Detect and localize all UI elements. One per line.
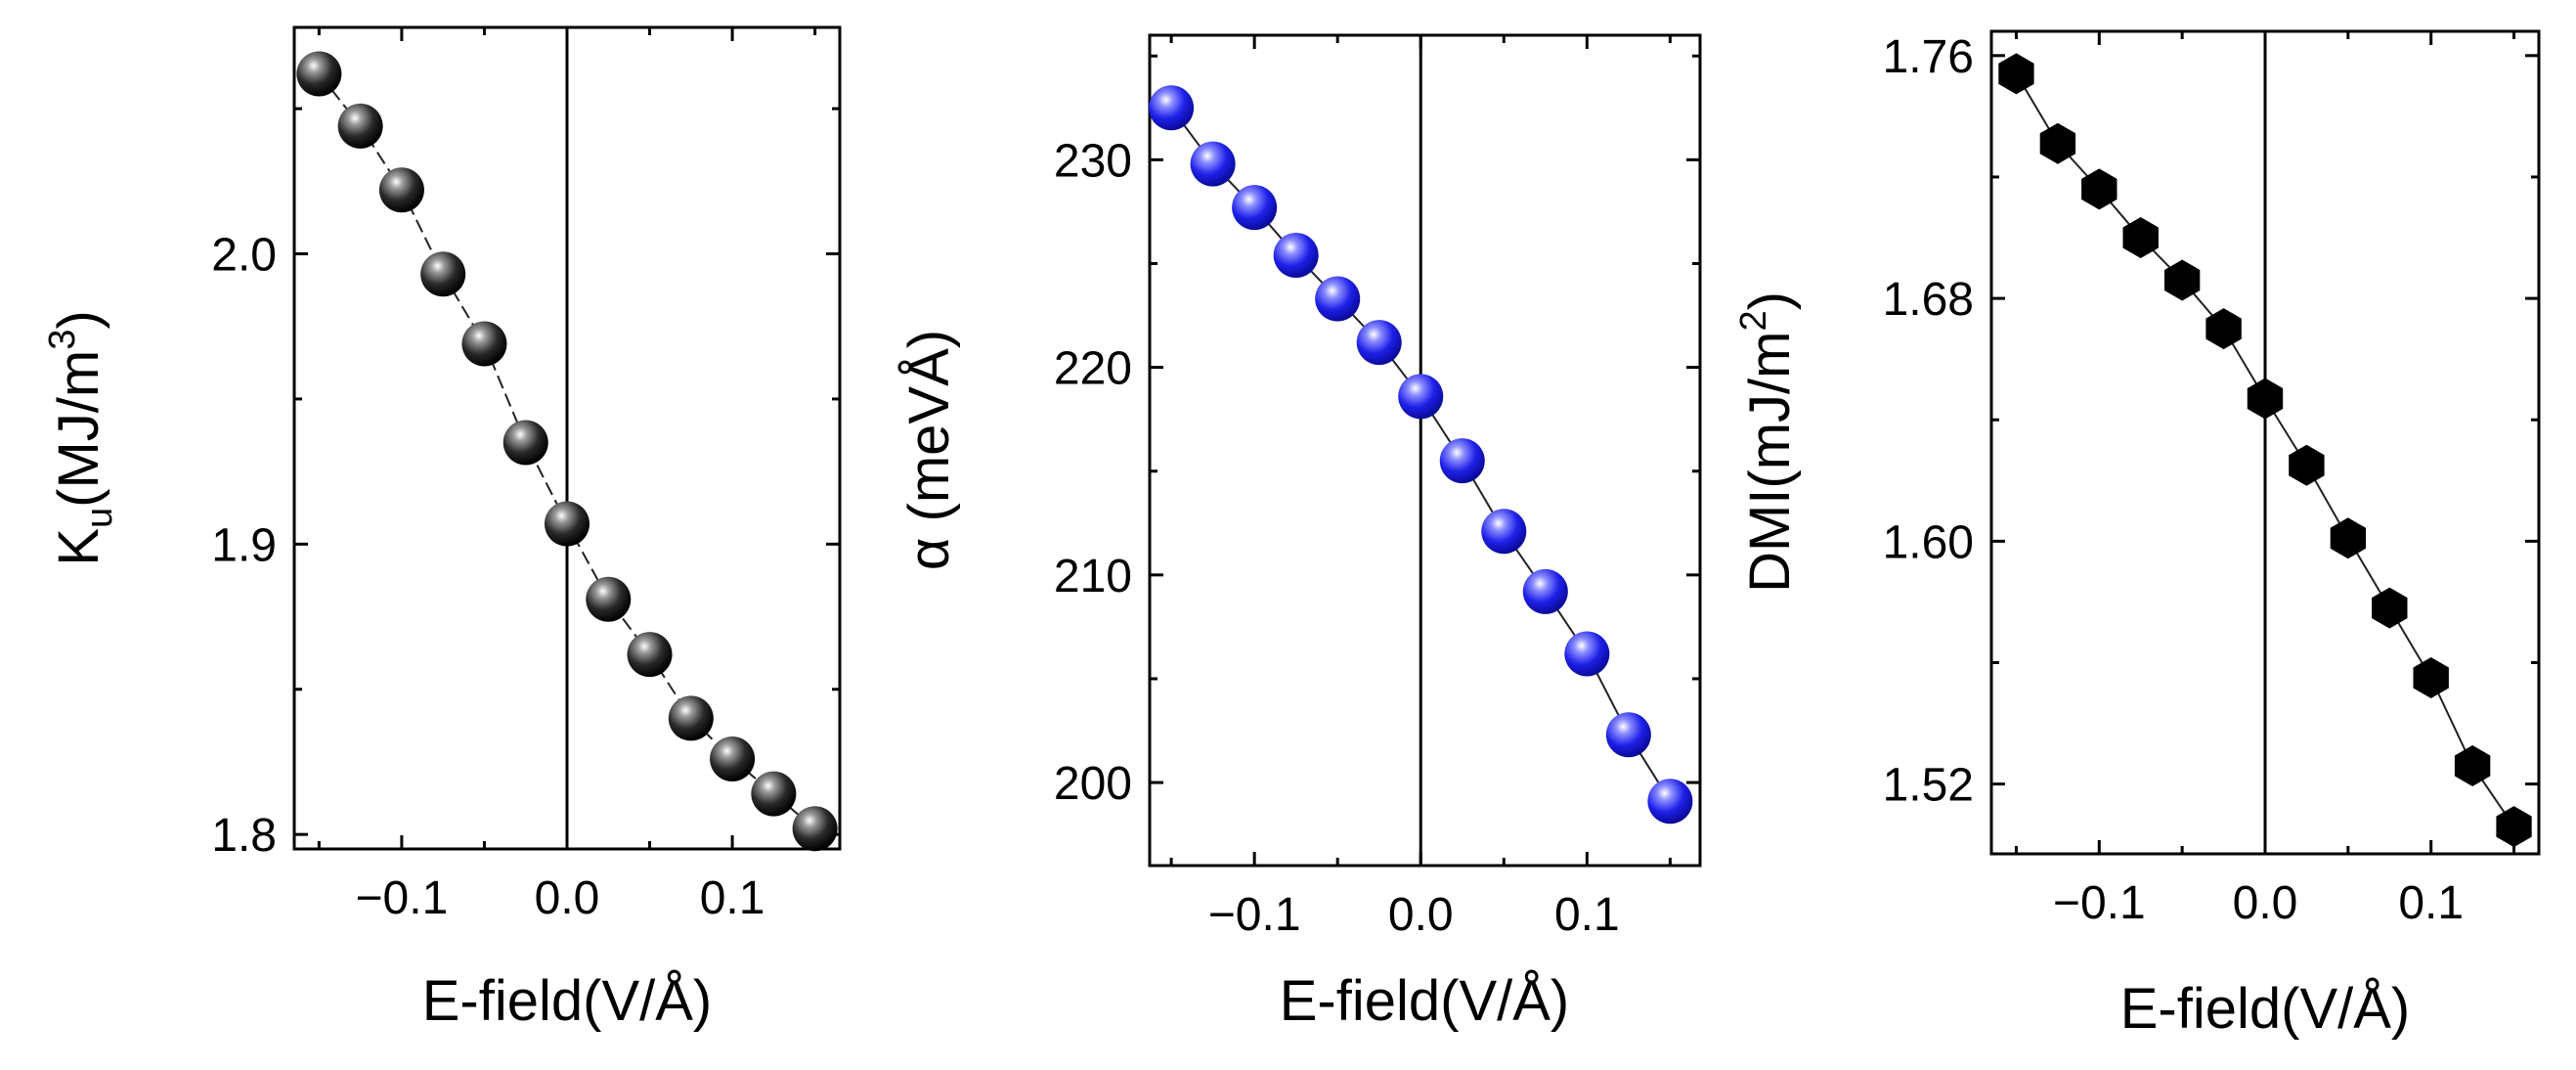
y-tick-label: 1.8 xyxy=(211,810,277,862)
y-tick-label: 1.76 xyxy=(1883,31,1974,83)
y-tick-label: 1.9 xyxy=(211,519,277,571)
y-tick-label: 210 xyxy=(1054,551,1132,602)
data-point xyxy=(1232,185,1278,231)
markers xyxy=(296,51,838,852)
x-tick-label: 0.0 xyxy=(535,872,600,924)
plot-frame xyxy=(1148,33,1702,868)
data-point xyxy=(1315,276,1361,322)
y-tick-label: 230 xyxy=(1054,135,1132,187)
x-axis-label: E-field(V/Å) xyxy=(422,969,713,1033)
y-tick-label: 200 xyxy=(1054,758,1132,810)
data-point xyxy=(2081,168,2118,210)
y-axis-label: DMI(mJ/m2) xyxy=(1733,291,1802,593)
data-point xyxy=(1398,374,1444,420)
data-point xyxy=(1481,509,1527,555)
data-point xyxy=(1647,779,1693,825)
x-axis-label: E-field(V/Å) xyxy=(1280,969,1570,1033)
data-point xyxy=(668,695,714,741)
plot-frame xyxy=(292,25,842,851)
data-point xyxy=(586,576,632,622)
x-tick-labels: −0.1 0.0 0.1 xyxy=(1208,889,1620,941)
data-point xyxy=(1190,141,1236,187)
data-point xyxy=(1522,568,1568,614)
x-tick-label: 0.0 xyxy=(2233,877,2298,929)
x-tick-label: 0.1 xyxy=(1554,889,1620,941)
x-tick-labels: −0.1 0.0 0.1 xyxy=(356,872,765,924)
data-point xyxy=(2205,308,2242,350)
panel-dmi: −0.1 0.0 0.1 1.52 1.60 1.68 1.76 E-field… xyxy=(1733,29,2541,1041)
panel-alpha: −0.1 0.0 0.1 200 210 220 230 E-field(V/Å… xyxy=(897,33,1702,1033)
x-tick-label: −0.1 xyxy=(2053,877,2146,929)
data-point xyxy=(627,632,673,678)
y-tick-label: 2.0 xyxy=(211,230,277,282)
y-tick-label: 1.52 xyxy=(1883,760,1974,812)
y-axis-label: α (meVÅ) xyxy=(897,330,961,570)
data-point xyxy=(751,771,797,817)
y-tick-label: 1.60 xyxy=(1883,516,1974,568)
data-point xyxy=(2039,122,2076,164)
data-point xyxy=(1998,53,2034,95)
data-point xyxy=(2247,378,2284,420)
data-point xyxy=(2330,517,2366,559)
x-tick-label: 0.1 xyxy=(700,872,765,924)
panel-anisotropy: −0.1 0.0 0.1 1.8 1.9 2.0 E-field(V/Å) Ku… xyxy=(42,25,842,1033)
data-point xyxy=(378,167,424,213)
data-point xyxy=(2289,444,2325,486)
y-tick-labels: 1.8 1.9 2.0 xyxy=(211,230,277,863)
data-point xyxy=(792,806,838,852)
data-point xyxy=(420,251,466,297)
data-point xyxy=(2164,259,2201,301)
data-point xyxy=(296,51,342,97)
y-axis-label: Ku(MJ/m3) xyxy=(42,310,120,565)
data-point xyxy=(2496,806,2532,848)
data-point xyxy=(1605,712,1651,758)
data-point xyxy=(2122,217,2159,258)
y-tick-label: 1.68 xyxy=(1883,274,1974,326)
data-point xyxy=(461,321,507,367)
plot-frame xyxy=(1989,29,2541,856)
data-point xyxy=(502,420,548,466)
x-tick-labels: −0.1 0.0 0.1 xyxy=(2053,877,2464,929)
data-point xyxy=(2454,745,2491,786)
data-point xyxy=(1564,631,1610,677)
x-tick-label: 0.1 xyxy=(2398,877,2464,929)
y-tick-labels: 200 210 220 230 xyxy=(1054,135,1132,810)
x-tick-label: −0.1 xyxy=(1208,889,1301,941)
data-point xyxy=(1356,320,1402,366)
y-tick-labels: 1.52 1.60 1.68 1.76 xyxy=(1883,31,1974,812)
markers xyxy=(1149,85,1693,825)
data-point xyxy=(337,103,383,149)
data-point xyxy=(2413,657,2449,698)
x-tick-label: −0.1 xyxy=(356,872,449,924)
data-point xyxy=(1273,232,1319,278)
data-point xyxy=(2372,587,2408,629)
x-axis-label: E-field(V/Å) xyxy=(2120,977,2411,1041)
data-point xyxy=(1149,85,1195,131)
y-tick-label: 220 xyxy=(1054,343,1132,395)
markers xyxy=(1998,53,2532,848)
data-point xyxy=(545,501,589,547)
x-tick-label: 0.0 xyxy=(1388,889,1454,941)
data-point xyxy=(710,736,756,781)
data-point xyxy=(1439,438,1485,484)
